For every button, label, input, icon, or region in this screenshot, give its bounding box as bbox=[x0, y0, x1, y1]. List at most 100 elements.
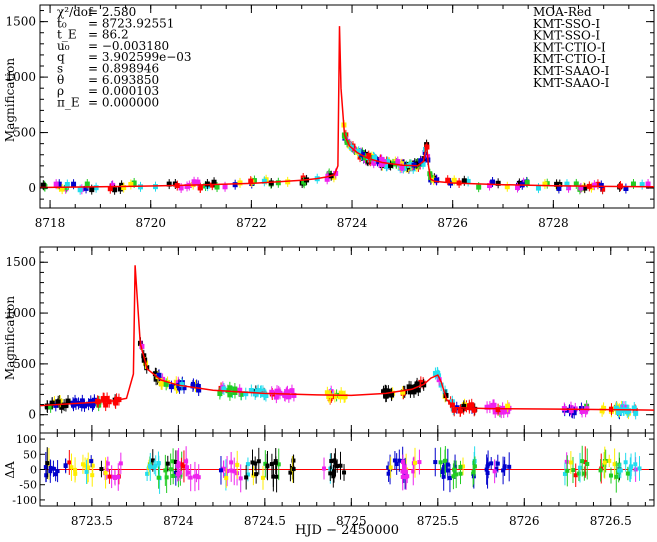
residual-point bbox=[602, 460, 607, 465]
residual-point bbox=[400, 469, 405, 474]
bottom-data-point bbox=[469, 402, 475, 408]
residual-point bbox=[156, 461, 161, 466]
residual-ylabel: ΔA bbox=[3, 461, 17, 479]
residual-point bbox=[562, 471, 567, 476]
bottom-data-point bbox=[190, 383, 196, 389]
bottom-data-point bbox=[435, 371, 441, 377]
residual-point bbox=[244, 475, 249, 480]
top-data-point bbox=[222, 184, 228, 190]
top-data-point bbox=[251, 178, 257, 184]
residual-point bbox=[495, 461, 500, 466]
residual-point bbox=[288, 470, 293, 475]
top-data-point bbox=[110, 182, 116, 188]
residual-point bbox=[69, 465, 74, 470]
top-data-point bbox=[89, 187, 95, 193]
bottom-data-point bbox=[289, 388, 295, 394]
residual-point bbox=[103, 470, 108, 475]
residual-point bbox=[148, 464, 153, 469]
top-data-point bbox=[398, 161, 404, 167]
top-data-point bbox=[117, 186, 123, 192]
bottom-data-point bbox=[615, 409, 621, 415]
residual-point bbox=[388, 465, 393, 470]
legend-entry: KMT-SAAO-I bbox=[533, 76, 610, 90]
bottom-data-point bbox=[400, 389, 406, 395]
top-data-point bbox=[418, 158, 424, 164]
residual-point bbox=[152, 465, 157, 470]
residual-point bbox=[156, 475, 161, 480]
bottom-data-point bbox=[490, 402, 496, 408]
bottom-data-point bbox=[332, 393, 338, 399]
bottom-data-point bbox=[193, 383, 199, 389]
residual-point bbox=[338, 463, 343, 468]
bottom-data-point bbox=[82, 403, 88, 409]
top-data-point bbox=[324, 176, 330, 182]
residual-point bbox=[55, 469, 60, 474]
bottom-data-point bbox=[261, 391, 267, 397]
residual-point bbox=[329, 459, 334, 464]
top-data-point bbox=[300, 175, 306, 181]
bottom-data-point bbox=[227, 385, 233, 391]
residual-point bbox=[451, 474, 456, 479]
top-data-point bbox=[578, 185, 584, 191]
bottom-data-point bbox=[381, 389, 387, 395]
bottom-data-point bbox=[79, 402, 85, 408]
top-data-point bbox=[237, 180, 243, 186]
residual-panel: -100 -50 0 50 100 8723.5 8724 8724.5 8725 8725.5 8… bbox=[3, 432, 655, 528]
bottom-data-point bbox=[248, 388, 254, 394]
residual-point bbox=[263, 461, 268, 466]
residual-ytick-label: 100 bbox=[16, 433, 37, 446]
residual-point bbox=[453, 464, 458, 469]
residual-point bbox=[397, 458, 402, 463]
residual-point bbox=[332, 472, 337, 477]
param-label: t₀ bbox=[57, 16, 67, 30]
residual-point bbox=[89, 459, 94, 464]
top-data-point bbox=[399, 165, 405, 171]
top-data-point bbox=[366, 153, 372, 159]
top-data-point bbox=[301, 179, 307, 185]
residual-point bbox=[221, 467, 226, 472]
top-data-point bbox=[598, 182, 604, 188]
residual-point bbox=[118, 461, 123, 466]
top-data-point bbox=[360, 152, 366, 158]
residual-point bbox=[386, 471, 391, 476]
top-data-point bbox=[77, 187, 83, 193]
legend-entry: KMT-SSO-I bbox=[533, 17, 600, 31]
residual-point bbox=[63, 464, 68, 469]
bottom-data-point bbox=[274, 388, 280, 394]
residual-point bbox=[623, 460, 628, 465]
param-label: q bbox=[57, 50, 65, 64]
bottom-data-point bbox=[291, 392, 297, 398]
top-data-point bbox=[487, 183, 493, 189]
bottom-ytick-label: 1500 bbox=[5, 255, 36, 269]
residual-point bbox=[598, 468, 603, 473]
legend-entry: KMT-SAAO-I bbox=[533, 64, 610, 78]
residual-point bbox=[489, 461, 494, 466]
residual-point bbox=[150, 458, 155, 463]
residual-point bbox=[452, 467, 457, 472]
top-data-point bbox=[516, 180, 522, 186]
param-label: χ²/dof bbox=[57, 5, 94, 19]
bottom-data-point bbox=[252, 391, 258, 397]
top-data-point bbox=[84, 181, 90, 187]
residual-point bbox=[163, 468, 168, 473]
residual-point bbox=[178, 470, 183, 475]
param-label: θ bbox=[57, 73, 64, 87]
bottom-data-point bbox=[451, 407, 457, 413]
residual-point bbox=[492, 469, 497, 474]
residual-point bbox=[445, 462, 450, 467]
top-data-point bbox=[53, 181, 59, 187]
bottom-data-point bbox=[613, 405, 619, 411]
residual-point bbox=[273, 459, 278, 464]
bottom-data-point bbox=[221, 386, 227, 392]
residual-point bbox=[218, 468, 223, 473]
residual-ytick-label: 50 bbox=[23, 448, 37, 461]
top-data-point bbox=[542, 181, 548, 187]
residual-point bbox=[271, 474, 276, 479]
bottom-data-point bbox=[269, 389, 275, 395]
top-data-point bbox=[524, 180, 530, 186]
residual-point bbox=[438, 460, 443, 465]
residual-point bbox=[45, 461, 50, 466]
x-axis-label: HJD − 2450000 bbox=[295, 523, 399, 538]
residual-point bbox=[564, 459, 569, 464]
residual-xtick-label: 8726 bbox=[509, 514, 540, 528]
